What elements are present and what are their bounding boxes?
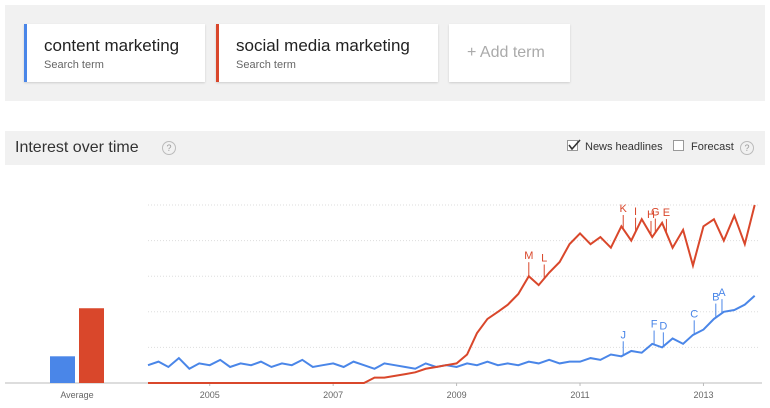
annotation-label: G	[651, 207, 660, 219]
average-label: Average	[60, 390, 93, 400]
option-label[interactable]: Forecast	[691, 141, 734, 153]
terms-panel: content marketing Search term social med…	[5, 5, 765, 101]
annotation-label: E	[663, 207, 670, 219]
term-subtitle: Search term	[236, 59, 296, 71]
term-name: social media marketing	[236, 36, 410, 55]
section-header: Interest over time ? News headlines Fore…	[5, 131, 765, 165]
x-tick-label: 2011	[570, 390, 589, 400]
annotation-label: D	[659, 320, 667, 332]
x-tick-label: 2007	[323, 390, 343, 400]
annotation-label: J	[620, 329, 626, 341]
term-name: content marketing	[44, 36, 180, 55]
x-tick-label: 2009	[447, 390, 467, 400]
annotation-label: L	[541, 253, 547, 265]
annotation-label: I	[634, 206, 637, 218]
annotation-label: A	[718, 287, 726, 299]
x-tick-label: 2005	[200, 390, 220, 400]
term-card[interactable]: content marketing Search term	[24, 24, 205, 82]
annotation-label: B	[712, 292, 719, 304]
option-label[interactable]: News headlines	[585, 141, 663, 153]
check-mark	[568, 139, 581, 151]
checkbox[interactable]	[673, 140, 684, 151]
average-bar	[79, 308, 104, 383]
annotation-label: C	[690, 308, 698, 320]
help-icon[interactable]: ?	[162, 141, 176, 155]
x-tick-label: 2013	[693, 390, 713, 400]
help-icon[interactable]: ?	[740, 141, 754, 155]
chart: 2005 2007 2009 2011 2013 Average J F D C BA M L K I HG E	[5, 203, 762, 400]
series-line	[148, 204, 756, 384]
add-term-button[interactable]: + Add term	[449, 24, 570, 82]
annotation-label: M	[524, 250, 533, 262]
term-subtitle: Search term	[44, 59, 104, 71]
annotation-label: H	[647, 209, 655, 221]
annotation-label: F	[651, 319, 658, 331]
checkbox[interactable]	[567, 139, 581, 151]
average-bar	[50, 356, 75, 383]
term-card[interactable]: social media marketing Search term	[216, 24, 438, 82]
section-title: Interest over time	[15, 139, 139, 156]
annotation-label: K	[620, 203, 628, 215]
